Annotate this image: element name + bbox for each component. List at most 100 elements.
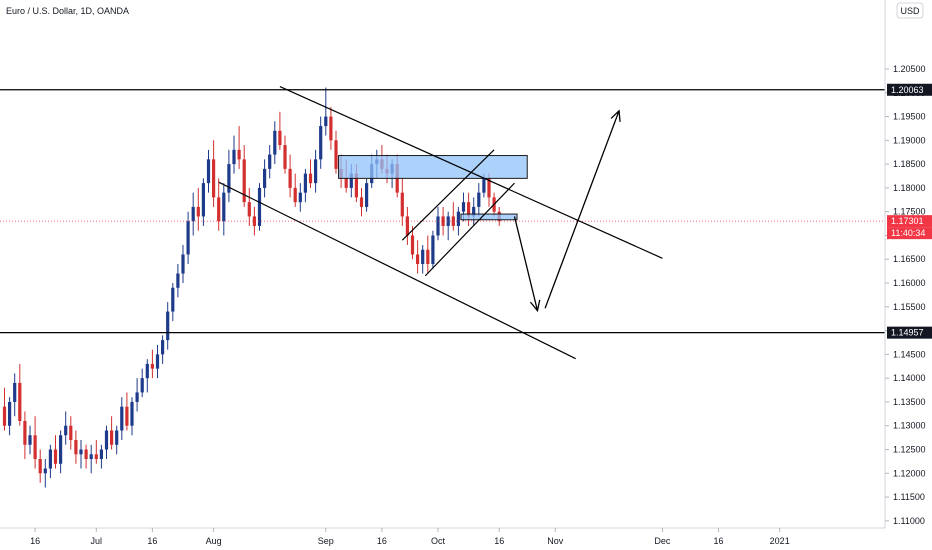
time-axis[interactable]: 16 Jul 16 Aug Sep 16 Oct 16 Nov Dec 16 2021	[30, 528, 790, 546]
candle	[416, 240, 420, 274]
time-tick-label: 16	[30, 536, 40, 546]
candle	[421, 244, 425, 274]
candle	[365, 178, 369, 212]
candle-body	[176, 273, 180, 288]
candle	[359, 187, 364, 217]
candle	[217, 178, 221, 231]
candle	[125, 392, 129, 431]
candle-body	[74, 440, 78, 455]
time-tick-label: 16	[377, 536, 387, 546]
price-level-badge: 1.20063	[887, 83, 932, 96]
supply-zone[interactable]	[338, 155, 528, 179]
candle-body	[89, 454, 93, 460]
candle-body	[416, 254, 420, 264]
candle	[120, 397, 124, 440]
candle-body	[365, 183, 369, 207]
candle	[130, 397, 134, 436]
price-tick-label: 1.12000	[893, 468, 926, 478]
candle	[334, 130, 338, 174]
candle	[43, 459, 47, 488]
trend-line[interactable]	[218, 181, 576, 360]
candle-body	[252, 216, 256, 226]
price-tick-label: 1.16000	[893, 278, 926, 288]
candle	[150, 349, 154, 379]
candle	[303, 168, 307, 203]
candle-body	[446, 216, 450, 226]
price-level-badge-text: 1.14957	[891, 328, 924, 338]
candle	[405, 206, 409, 245]
candle	[263, 159, 267, 198]
time-tick-label: 16	[147, 536, 157, 546]
candle	[69, 416, 73, 450]
time-tick-label: Aug	[206, 536, 222, 546]
candle-body	[33, 435, 37, 460]
candle-body	[18, 382, 22, 421]
price-tick-label: 1.13500	[893, 397, 926, 407]
candle-body	[344, 178, 348, 188]
candle-body	[69, 425, 73, 440]
candle-body	[186, 221, 190, 255]
time-tick-label: Dec	[654, 536, 671, 546]
drawings-layer[interactable]	[0, 86, 885, 360]
price-tick-label: 1.16500	[893, 254, 926, 264]
candle	[206, 149, 211, 193]
currency-button[interactable]: USD	[896, 2, 924, 19]
candle-body	[94, 454, 98, 460]
candle	[48, 444, 52, 479]
candle-body	[155, 354, 160, 369]
supply-zone[interactable]	[460, 213, 518, 221]
candle-body	[181, 254, 185, 274]
price-level-badge-bg	[887, 326, 932, 339]
candle	[89, 444, 93, 474]
candle-body	[13, 382, 17, 402]
candle-body	[23, 420, 27, 445]
price-level-badge-bg	[887, 215, 932, 228]
candle	[441, 206, 445, 236]
candle	[110, 416, 114, 450]
candle	[191, 192, 195, 236]
candle	[257, 183, 262, 231]
price-tick-label: 1.18000	[893, 183, 926, 193]
axes	[0, 0, 886, 529]
candle-body	[441, 216, 445, 226]
candle-body	[43, 468, 47, 474]
price-level-badge-bg	[887, 83, 932, 96]
candle	[329, 107, 333, 150]
candle	[94, 440, 98, 464]
candle-body	[477, 192, 481, 207]
candle-body	[359, 197, 364, 207]
trend-line[interactable]	[401, 149, 495, 241]
arrow-head	[529, 299, 541, 313]
candle-body	[99, 449, 103, 460]
price-tick-label: 1.20500	[893, 64, 926, 74]
time-tick-label: 2021	[770, 536, 790, 546]
candle-body	[461, 202, 466, 212]
candle-body	[130, 401, 134, 426]
candle-body	[110, 430, 114, 445]
candle-body	[268, 154, 272, 169]
price-axis-badges: 1.20063 1.14957 1.17301 11:40:34	[887, 83, 932, 339]
candle	[196, 187, 200, 231]
candle-body	[247, 202, 251, 217]
candle-body	[283, 145, 287, 169]
countdown-badge-text: 11:40:34	[891, 228, 925, 238]
candle-body	[135, 392, 139, 402]
arrow-line[interactable]	[513, 216, 539, 311]
candle-body	[298, 192, 302, 203]
candle	[181, 244, 185, 284]
price-tick-label: 1.19500	[893, 112, 926, 122]
arrow-line[interactable]	[544, 110, 620, 309]
candle	[298, 183, 302, 212]
trend-line[interactable]	[424, 182, 515, 277]
candle	[171, 283, 175, 322]
candle	[410, 225, 415, 260]
candle	[252, 206, 256, 236]
candle-body	[456, 211, 460, 226]
price-tick-label: 1.18500	[893, 159, 926, 169]
candle	[115, 425, 119, 455]
candle-body	[217, 197, 221, 222]
candle-body	[467, 202, 471, 217]
candle	[212, 140, 216, 207]
